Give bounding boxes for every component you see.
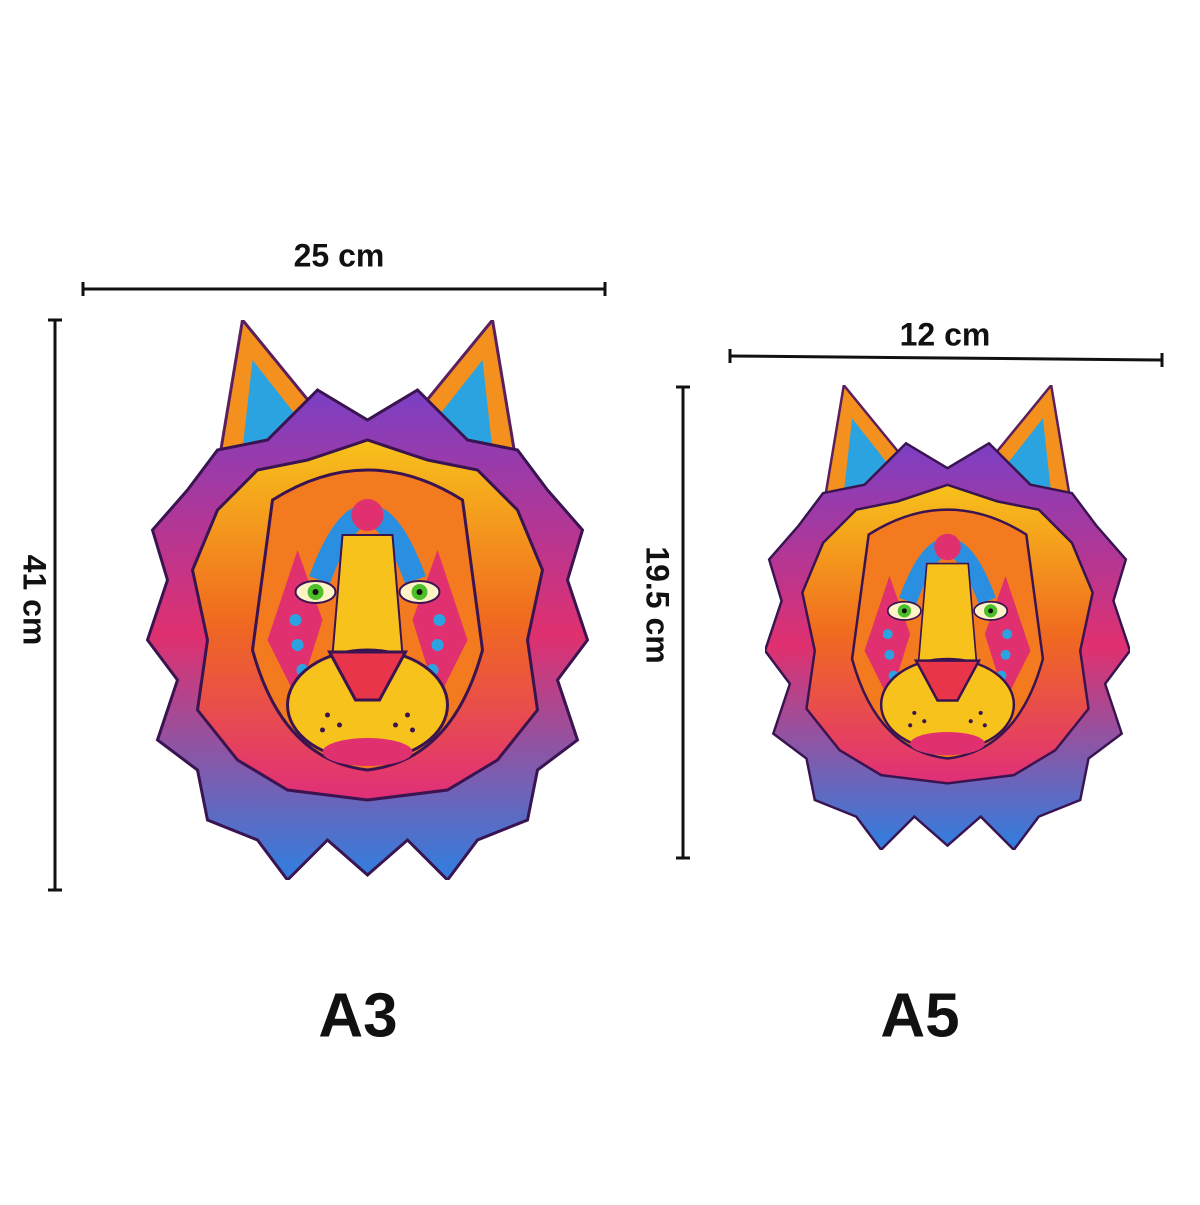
size-label: A5 [880,981,959,1050]
height-label: 19.5 cm [640,546,676,663]
width-rule [81,282,607,296]
width-rule [728,349,1164,367]
width-label: 12 cm [900,316,991,352]
height-rule [48,318,62,892]
width-label: 25 cm [294,237,385,273]
height-label: 41 cm [17,555,53,646]
size-label: A3 [318,981,397,1050]
lion-image [765,385,1130,850]
a5-puzzle: 12 cm 19.5 cm A5 [640,316,1164,1050]
height-rule [676,385,690,860]
a3-puzzle: 25 cm 41 cm A3 [17,237,607,1050]
lion-image [148,320,588,880]
